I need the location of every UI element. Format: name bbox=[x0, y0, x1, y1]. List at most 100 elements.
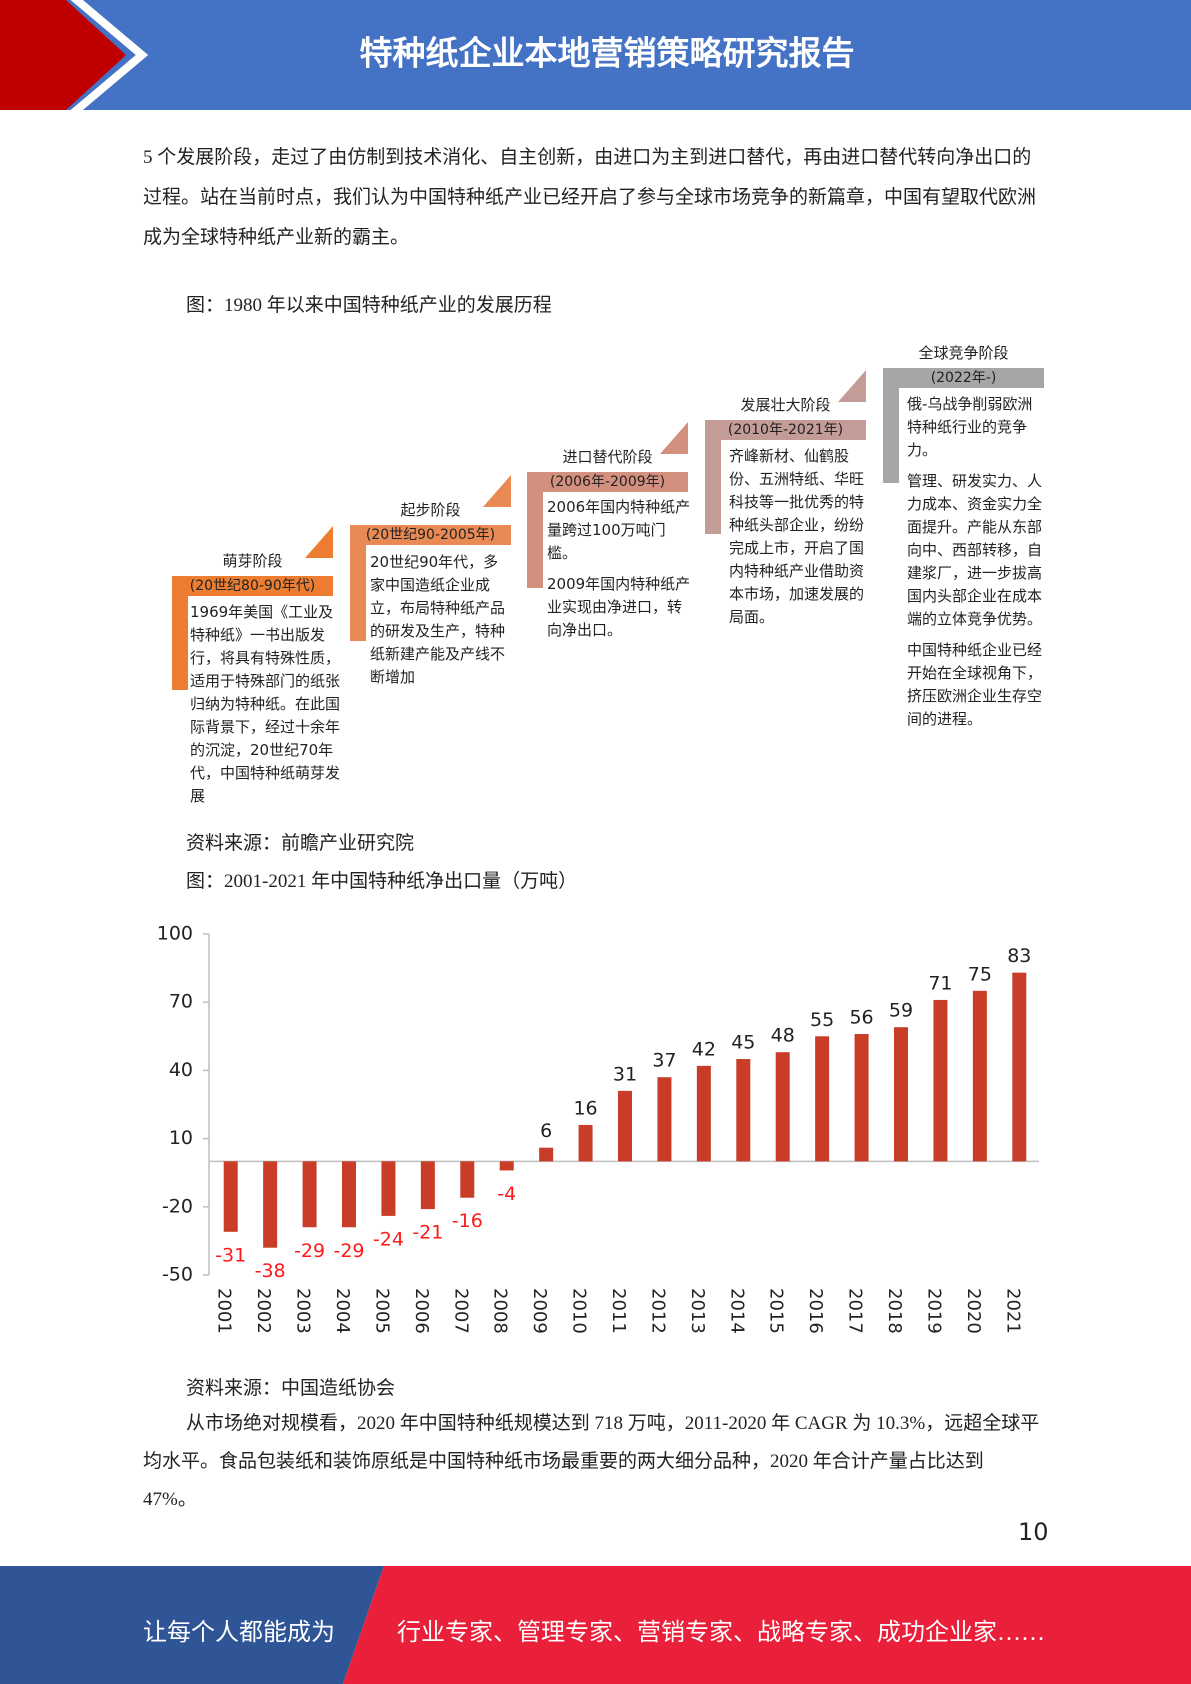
value-label: 83 bbox=[1007, 945, 1031, 967]
value-label: 75 bbox=[968, 963, 992, 985]
bar bbox=[499, 1161, 514, 1171]
stage-period-bar bbox=[705, 420, 866, 440]
header-arrow bbox=[0, 0, 126, 110]
x-tick-label: 2016 bbox=[805, 1288, 826, 1334]
stage-vertical bbox=[172, 576, 188, 690]
body-paragraph: 从市场绝对规模看，2020 年中国特种纸规模达到 718 万吨，2011-202… bbox=[143, 1413, 1040, 1510]
x-tick-label: 2005 bbox=[371, 1288, 392, 1334]
x-tick-label: 2012 bbox=[647, 1288, 668, 1334]
value-label: -29 bbox=[333, 1240, 364, 1262]
value-label: 42 bbox=[692, 1038, 716, 1060]
bar bbox=[420, 1161, 435, 1210]
stage-text: 齐峰新材、仙鹤股份、五洲特纸、华旺科技等一批优秀的特种纸头部企业，纷纷完成上市，… bbox=[729, 445, 871, 637]
stage-vertical bbox=[527, 472, 543, 588]
stage-period-bar bbox=[172, 576, 333, 596]
chart: -50 -20 10 40 70 100 -31 2001 -38 2002 -29 2003 -29 2… bbox=[157, 923, 1039, 1334]
bar bbox=[578, 1124, 593, 1162]
bar bbox=[263, 1161, 278, 1248]
value-label: -21 bbox=[412, 1222, 443, 1244]
x-tick-label: 2008 bbox=[490, 1288, 511, 1334]
stage-text: 1969年美国《工业及特种纸》一书出版发行，将具有特殊性质，适用于特殊部门的纸张… bbox=[190, 601, 342, 816]
timeline: 萌芽阶段 (20世纪80-90年代) 1969年美国《工业及特种纸》一书出版发行，将… bbox=[0, 0, 1191, 820]
bar bbox=[657, 1077, 672, 1162]
x-tick-label: 2017 bbox=[845, 1288, 866, 1334]
x-tick-label: 2004 bbox=[332, 1288, 353, 1334]
bar bbox=[1012, 972, 1027, 1162]
footer-left: 让每个人都能成为 bbox=[143, 1620, 335, 1646]
stage-vertical bbox=[705, 420, 721, 534]
stage-paragraph: 1969年美国《工业及特种纸》一书出版发行，将具有特殊性质，适用于特殊部门的纸张… bbox=[190, 603, 341, 805]
value-label: -16 bbox=[452, 1210, 483, 1232]
bar bbox=[775, 1052, 790, 1162]
bar bbox=[854, 1034, 869, 1162]
stage-period: (2010年-2021年) bbox=[727, 422, 844, 438]
stage-period-bar bbox=[883, 368, 1044, 388]
header-title: 特种纸企业本地营销策略研究报告 bbox=[360, 34, 855, 73]
header-band bbox=[0, 0, 1191, 110]
x-tick-label: 2003 bbox=[293, 1288, 314, 1334]
bar bbox=[381, 1161, 396, 1216]
stage-period: (20世纪80-90年代) bbox=[189, 578, 316, 594]
bar bbox=[972, 990, 987, 1162]
x-tick-label: 2010 bbox=[569, 1288, 590, 1334]
stage-title: 全球竞争阶段 bbox=[918, 344, 1009, 362]
y-tick-label: 10 bbox=[169, 1127, 193, 1149]
stage-paragraph: 俄-乌战争削弱欧洲特种纸行业的竞争力。 bbox=[907, 395, 1033, 459]
stage-paragraph: 中国特种纸企业已经开始在全球视角下，挤压欧洲企业生存空间的进程。 bbox=[907, 641, 1043, 728]
stage-paragraph: 2006年国内特种纸产量跨过100万吨门槛。 bbox=[547, 498, 691, 562]
value-label: 45 bbox=[731, 1032, 755, 1054]
value-label: 56 bbox=[849, 1007, 873, 1029]
footer-right: 行业专家、管理专家、营销专家、战略专家、成功企业家…… bbox=[397, 1620, 1045, 1646]
stage-title: 萌芽阶段 bbox=[222, 552, 283, 570]
stage-title: 发展壮大阶段 bbox=[740, 396, 831, 414]
stage-text: 2006年国内特种纸产量跨过100万吨门槛。 2009年国内特种纸产业实现由净进口… bbox=[547, 496, 695, 650]
x-tick-label: 2015 bbox=[766, 1288, 787, 1334]
stage-paragraph: 管理、研发实力、人力成本、资金实力全面提升。产能从东部向中、西部转移，自建浆厂，… bbox=[907, 472, 1043, 628]
y-tick-label: 70 bbox=[169, 991, 193, 1013]
y-tick-label: -20 bbox=[162, 1195, 193, 1217]
x-tick-label: 2011 bbox=[608, 1288, 629, 1334]
x-tick-label: 2002 bbox=[253, 1288, 274, 1334]
bar bbox=[696, 1065, 711, 1162]
stage-period: (20世纪90-2005年) bbox=[365, 527, 496, 543]
x-tick-label: 2020 bbox=[963, 1288, 984, 1334]
bar bbox=[933, 999, 948, 1162]
figure-source: 资料来源：前瞻产业研究院 bbox=[186, 833, 415, 854]
value-label: -24 bbox=[373, 1228, 404, 1250]
y-tick-label: 40 bbox=[169, 1059, 193, 1081]
stage-period: (2006年-2009年) bbox=[549, 474, 666, 490]
value-label: -31 bbox=[215, 1244, 246, 1266]
stage-title: 进口替代阶段 bbox=[562, 448, 653, 466]
x-tick-label: 2007 bbox=[450, 1288, 471, 1334]
bar bbox=[894, 1027, 908, 1162]
stage-period-bar bbox=[527, 472, 688, 492]
footer-blue bbox=[0, 1566, 384, 1684]
bar bbox=[618, 1090, 632, 1162]
footer-red bbox=[343, 1566, 1191, 1684]
stage-vertical bbox=[883, 368, 899, 483]
value-label: 48 bbox=[771, 1025, 795, 1047]
x-tick-label: 2009 bbox=[529, 1288, 550, 1334]
stage-period: (2022年-) bbox=[930, 370, 997, 386]
bar bbox=[223, 1161, 238, 1232]
stage-title: 起步阶段 bbox=[400, 501, 461, 519]
stage-period-bar bbox=[350, 525, 511, 545]
value-label: 71 bbox=[928, 972, 952, 994]
page-number: 10 bbox=[1018, 1518, 1049, 1546]
bar bbox=[736, 1059, 751, 1162]
x-tick-label: 2006 bbox=[411, 1288, 432, 1334]
stage-paragraph: 20世纪90年代，多家中国造纸企业成立，布局特种纸产品的研发及生产，特种纸新建产… bbox=[370, 553, 506, 686]
bar bbox=[342, 1161, 356, 1228]
value-label: 16 bbox=[573, 1097, 597, 1119]
value-label: 6 bbox=[540, 1120, 552, 1142]
chart-source: 资料来源：中国造纸协会 bbox=[186, 1378, 396, 1399]
bar bbox=[460, 1161, 475, 1198]
intro-paragraph: 5 个发展阶段，走过了由仿制到技术消化、自主创新，由进口为主到进口替代，再由进口… bbox=[143, 147, 1037, 248]
figure-caption: 图：1980 年以来中国特种纸产业的发展历程 bbox=[186, 295, 552, 316]
value-label: 37 bbox=[652, 1050, 676, 1072]
x-tick-label: 2019 bbox=[923, 1288, 944, 1334]
x-tick-label: 2021 bbox=[1002, 1288, 1023, 1334]
stage-paragraph: 齐峰新材、仙鹤股份、五洲特纸、华旺科技等一批优秀的特种纸头部企业，纷纷完成上市，… bbox=[729, 447, 865, 626]
